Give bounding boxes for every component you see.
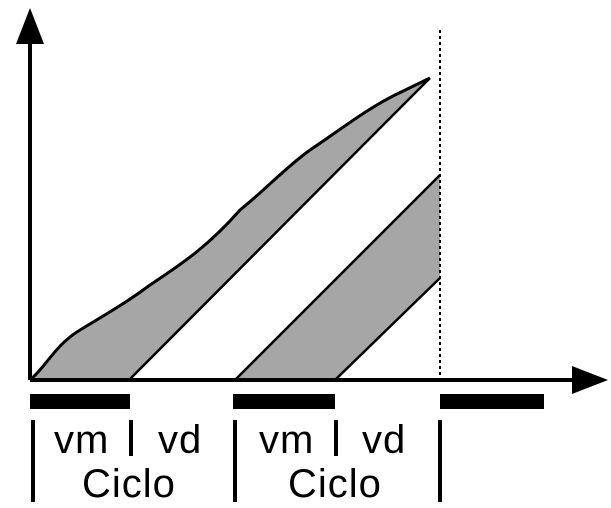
diagonal-line-3 <box>334 277 444 384</box>
diagonal-line-2 <box>234 174 441 381</box>
cumulative-curve <box>29 76 431 382</box>
phase-label-vm-2: vm <box>259 418 315 462</box>
diagonal-line-1 <box>128 77 434 384</box>
phase-bar-3 <box>440 394 544 409</box>
shaded-band-first-cycle <box>30 78 430 380</box>
phase-label-vd-1: vd <box>158 418 203 462</box>
phase-label-vm-1: vm <box>54 418 110 462</box>
y-axis-arrowhead <box>16 8 44 44</box>
phase-bar-1 <box>30 394 130 409</box>
cycle-label-2: Ciclo <box>288 462 382 506</box>
x-axis-arrowhead <box>572 366 608 394</box>
phase-label-vd-2: vd <box>362 418 407 462</box>
cycle-label-1: Ciclo <box>82 462 176 506</box>
phase-bar-2 <box>233 394 335 409</box>
